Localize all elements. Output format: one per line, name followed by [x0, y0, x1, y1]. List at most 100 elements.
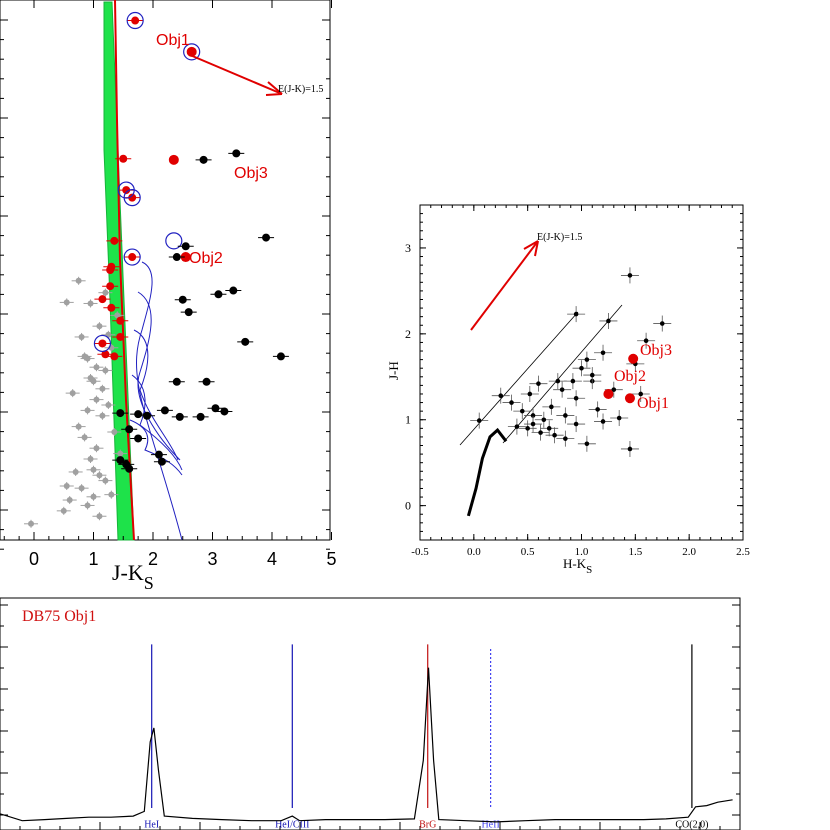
spec-line-label: BrG	[419, 820, 436, 830]
cc-target-objects	[603, 353, 639, 404]
cmd-track-5	[129, 419, 183, 476]
cmd-track-3	[133, 329, 179, 461]
cc-reddening-vector	[470, 240, 539, 331]
cc-star	[563, 413, 568, 418]
cmd-field-star	[84, 502, 91, 509]
cmd-field-star	[93, 445, 100, 452]
cc-star	[536, 381, 541, 386]
spec-line-label: CO(2,0)	[675, 820, 708, 830]
cc-black-stars	[470, 267, 672, 457]
cc-xtick-label: 0.5	[521, 546, 535, 558]
cc-star	[514, 424, 520, 429]
color-color-panel: E(J-K)=1.5 Obj3 Obj2 Obj1 -0.5 0.0 0.5 1.0 1…	[386, 204, 750, 576]
cmd-target-object	[180, 252, 191, 263]
spec-frame	[0, 597, 741, 830]
cc-xtick-label: 2.0	[682, 546, 696, 558]
cmd-field-star	[69, 390, 76, 397]
cmd-field-star	[78, 485, 85, 492]
cmd-cluster-star	[128, 253, 137, 262]
cmd-circled-stars	[93, 11, 201, 353]
cmd-field-star	[117, 450, 124, 457]
cmd-black-star	[196, 412, 205, 421]
cmd-field-star	[111, 429, 118, 435]
cmd-black-star	[241, 337, 250, 346]
cmd-cluster-star	[128, 193, 137, 202]
cc-star	[600, 419, 606, 424]
cc-reddening-label: E(J-K)=1.5	[537, 232, 582, 243]
cc-star	[611, 387, 617, 392]
cmd-black-star	[214, 290, 223, 299]
cmd-black-star	[134, 410, 143, 419]
cc-star	[584, 357, 590, 362]
cc-star	[546, 426, 552, 431]
cmd-target-object	[186, 46, 197, 57]
spec-line-label: HeII	[481, 820, 499, 830]
cc-star	[498, 393, 504, 398]
cmd-black-star	[160, 406, 169, 415]
cmd-black-star	[157, 457, 166, 466]
cc-intrinsic-locus	[466, 427, 508, 517]
spec-line-label: HeI	[144, 820, 159, 830]
cmd-black-star	[116, 456, 125, 465]
cmd-pre-main-sequence-tracks	[129, 261, 183, 541]
cmd-field-star	[63, 299, 70, 306]
cmd-reddening-vector	[189, 54, 283, 95]
cmd-field-star	[90, 466, 97, 473]
cc-obj3-label: Obj3	[640, 342, 672, 359]
cmd-target-object	[168, 154, 179, 165]
cc-star	[552, 432, 557, 438]
cc-star	[519, 408, 525, 414]
cmd-xtick-label: 3	[207, 549, 217, 569]
cmd-field-star	[93, 364, 100, 371]
cmd-field-star	[28, 520, 35, 527]
cmd-cluster-star	[106, 266, 115, 274]
cmd-field-star	[87, 300, 94, 307]
cmd-y-axis	[0, 19, 330, 550]
cmd-field-star	[105, 402, 112, 408]
cmd-frame	[0, 0, 331, 541]
spec-line-label: HeI/CIII	[275, 820, 309, 830]
cc-xtick-label: 0.0	[467, 546, 481, 558]
cmd-black-star	[125, 464, 134, 473]
cmd-field-star	[84, 407, 91, 414]
cmd-cluster-star	[98, 339, 107, 348]
cc-star	[538, 430, 543, 435]
cmd-cluster-stars	[94, 16, 144, 361]
cc-star	[584, 441, 590, 447]
cmd-xtick-label: 5	[326, 549, 336, 569]
cmd-field-star	[78, 333, 85, 340]
cmd-field-star	[60, 507, 67, 514]
cmd-circle-marker	[165, 232, 183, 250]
cmd-reddening-arrowhead	[265, 81, 283, 96]
cc-obj2-label: Obj2	[614, 368, 646, 385]
cmd-black-star	[220, 407, 229, 416]
cc-star	[627, 446, 633, 452]
cc-star	[595, 407, 600, 412]
cc-star	[563, 436, 568, 441]
cmd-cluster-star	[131, 16, 140, 25]
cmd-circle-marker	[123, 248, 141, 266]
cmd-cluster-star	[119, 154, 128, 163]
cc-obj1-label: Obj1	[637, 395, 669, 412]
cc-xtick-label: -0.5	[411, 546, 429, 558]
cmd-black-star	[211, 404, 220, 413]
cc-reddening-band-lower	[502, 304, 623, 444]
cmd-cluster-star	[116, 332, 125, 341]
cmd-field-star	[81, 353, 88, 360]
cmd-black-star	[199, 155, 208, 164]
cmd-black-star	[184, 308, 193, 317]
spec-curve	[0, 667, 733, 823]
spectrum-panel: HeI HeI/CIII BrG HeII CO(2,0) DB75 Obj1	[0, 597, 741, 830]
cc-star	[616, 415, 622, 421]
cmd-circle-marker	[126, 11, 144, 30]
cc-ytick-label: 1	[405, 413, 411, 427]
cmd-cluster-star	[107, 303, 116, 312]
spec-title: DB75 Obj1	[22, 608, 96, 625]
cmd-black-stars	[112, 149, 289, 473]
cmd-xtick-label: 4	[267, 549, 277, 569]
cmd-xtick-label: 2	[148, 549, 158, 569]
cc-xtick-label: 2.5	[736, 546, 750, 558]
spec-line-markers: HeI HeI/CIII BrG HeII CO(2,0)	[144, 644, 708, 830]
cc-star	[527, 391, 533, 397]
